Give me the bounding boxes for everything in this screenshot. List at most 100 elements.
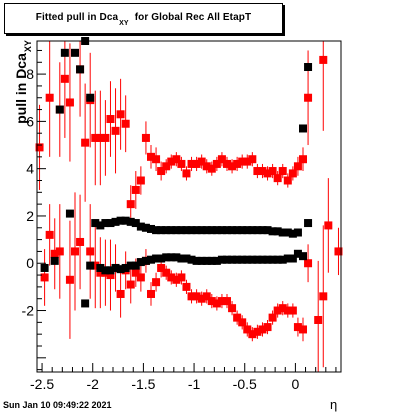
data-point [253,167,262,176]
data-point [76,65,85,74]
data-point [243,255,252,264]
data-point [238,255,247,264]
data-point [182,226,191,235]
data-point [81,138,90,147]
data-point [319,55,328,64]
data-point [86,247,95,256]
data-point [273,227,282,236]
data-point [268,313,277,322]
data-point [172,226,181,235]
data-point [207,164,216,173]
data-point [167,226,176,235]
data-point [283,228,292,237]
data-point [268,167,277,176]
data-point [101,219,110,228]
data-point [96,133,105,142]
data-point [253,226,262,235]
data-point [192,159,201,168]
y-tick-label: 6 [26,113,34,129]
data-point [40,263,49,272]
data-point [162,253,171,262]
data-point [167,253,176,262]
data-point [197,256,206,265]
data-point [217,255,226,264]
data-point [76,237,85,246]
data-point [258,255,267,264]
data-point [141,223,150,232]
data-point [243,157,252,166]
data-point [293,228,302,237]
data-point [116,289,125,298]
data-point [248,155,257,164]
data-point [116,110,125,119]
data-point [299,252,307,261]
data-point [182,254,191,263]
data-point [131,261,140,270]
data-point [91,261,100,270]
x-tick-label: -0.5 [233,376,257,392]
data-point [223,297,231,306]
data-point [96,221,105,230]
data-point [299,124,307,133]
data-point [136,222,145,231]
data-point [212,299,221,308]
data-point [228,304,237,313]
data-point [91,133,100,142]
data-point [177,226,186,235]
data-point [55,105,64,114]
data-point [248,226,257,235]
title-main: Fitted pull in Dca [35,12,119,23]
series-1 [35,41,343,372]
data-point [243,325,252,334]
data-point [288,254,297,263]
data-point [152,278,161,287]
data-point [45,230,54,239]
data-point [35,143,44,152]
data-point [228,226,237,235]
data-point [217,155,226,164]
data-point [157,226,166,235]
data-point [258,167,267,176]
data-point [106,219,115,228]
data-point [141,256,150,265]
data-point [162,162,171,171]
data-point [50,249,59,258]
data-point [55,247,64,256]
data-point [177,273,186,282]
data-point [121,119,130,128]
data-point [111,217,120,226]
data-point [324,221,333,230]
data-point [65,98,74,107]
data-point [167,273,176,282]
data-point [304,259,313,268]
data-point [131,185,140,194]
data-point [288,169,297,178]
data-point [187,159,196,168]
data-point [233,313,242,322]
data-point [65,209,74,218]
data-point [111,263,120,272]
data-point [253,327,262,336]
timestamp: Sun Jan 10 09:49:22 2021 [3,400,112,410]
data-point [126,200,135,209]
data-point [172,275,181,284]
data-point [207,297,216,306]
data-point [304,93,313,102]
x-tick-label: -2.5 [30,376,54,392]
data-point [319,292,328,301]
data-point [283,176,292,185]
data-point [212,159,221,168]
data-point [212,226,221,235]
data-point [207,256,216,265]
data-point [288,229,297,238]
data-point [263,169,272,178]
data-point [157,254,166,263]
data-point [197,157,206,166]
data-point [293,323,302,332]
title-subscript: XY [119,20,129,27]
data-point [147,224,155,233]
x-tick-label: 0 [292,376,300,392]
data-point [131,268,140,277]
data-point [147,289,155,298]
